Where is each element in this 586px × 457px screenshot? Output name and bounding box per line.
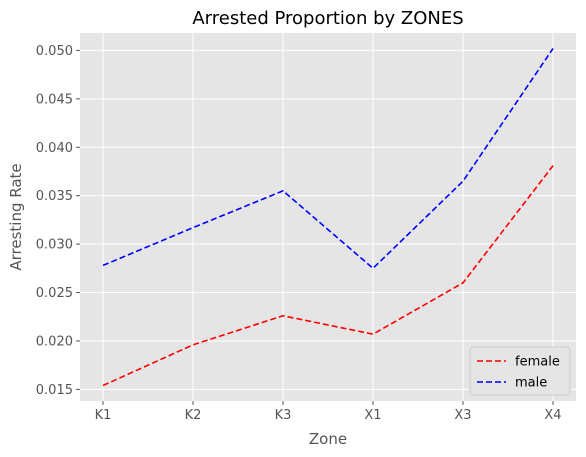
x-tick-label: X1 [364,408,381,423]
plot-area [80,33,576,401]
x-tick-label: K2 [185,408,202,423]
legend: female male [469,346,571,396]
y-tick-label: 0.040 [36,141,73,156]
grid-lines [80,33,576,401]
legend-box [469,346,571,396]
x-tick-labels: K1 K2 K3 X1 X3 X4 [95,401,562,423]
y-tick-label: 0.030 [36,238,73,253]
y-tick-label: 0.015 [36,383,73,398]
series-layer [102,48,554,387]
x-tick-label: K3 [275,408,292,423]
x-tick-label: K1 [95,408,112,423]
y-tick-label: 0.045 [36,92,73,107]
chart-title: Arrested Proportion by ZONES [192,8,463,29]
series-line-female [102,165,554,387]
series-line-male [102,48,554,270]
x-axis-label: Zone [309,430,347,448]
y-tick-label: 0.020 [36,334,73,349]
y-tick-label: 0.035 [36,189,73,204]
y-tick-label: 0.025 [36,286,73,301]
y-tick-labels: 0.015 0.020 0.025 0.030 0.035 0.040 0.045 0.050 [36,44,80,398]
y-tick-label: 0.050 [36,44,73,59]
legend-label: female [515,355,560,370]
legend-label: male [515,376,547,391]
x-tick-label: X3 [454,408,471,423]
y-axis-label: Arresting Rate [7,163,25,270]
x-tick-label: X4 [544,408,561,423]
